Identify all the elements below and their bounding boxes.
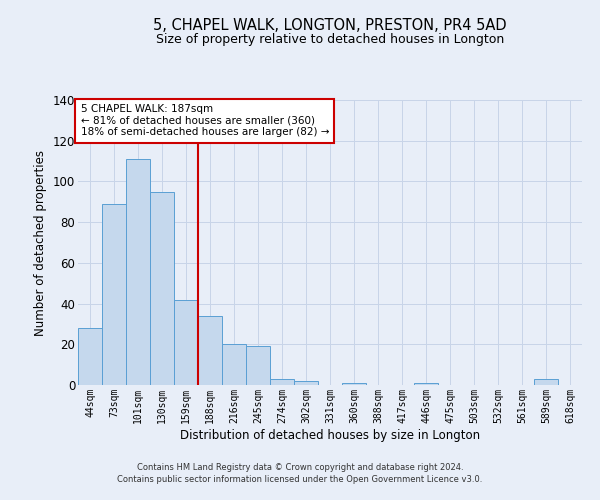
Bar: [126, 159, 150, 385]
Bar: [342, 383, 366, 385]
Bar: [174, 300, 198, 385]
Bar: [246, 346, 270, 385]
Bar: [534, 379, 558, 385]
Y-axis label: Number of detached properties: Number of detached properties: [34, 150, 47, 336]
Bar: [414, 383, 438, 385]
X-axis label: Distribution of detached houses by size in Longton: Distribution of detached houses by size …: [180, 428, 480, 442]
Text: Contains public sector information licensed under the Open Government Licence v3: Contains public sector information licen…: [118, 475, 482, 484]
Text: Size of property relative to detached houses in Longton: Size of property relative to detached ho…: [156, 32, 504, 46]
Bar: [102, 204, 126, 385]
Bar: [294, 381, 318, 385]
Text: 5 CHAPEL WALK: 187sqm
← 81% of detached houses are smaller (360)
18% of semi-det: 5 CHAPEL WALK: 187sqm ← 81% of detached …: [80, 104, 329, 138]
Text: Contains HM Land Registry data © Crown copyright and database right 2024.: Contains HM Land Registry data © Crown c…: [137, 464, 463, 472]
Bar: [150, 192, 174, 385]
Bar: [270, 379, 294, 385]
Text: 5, CHAPEL WALK, LONGTON, PRESTON, PR4 5AD: 5, CHAPEL WALK, LONGTON, PRESTON, PR4 5A…: [153, 18, 507, 32]
Bar: [222, 344, 246, 385]
Bar: [78, 328, 102, 385]
Bar: [198, 316, 222, 385]
